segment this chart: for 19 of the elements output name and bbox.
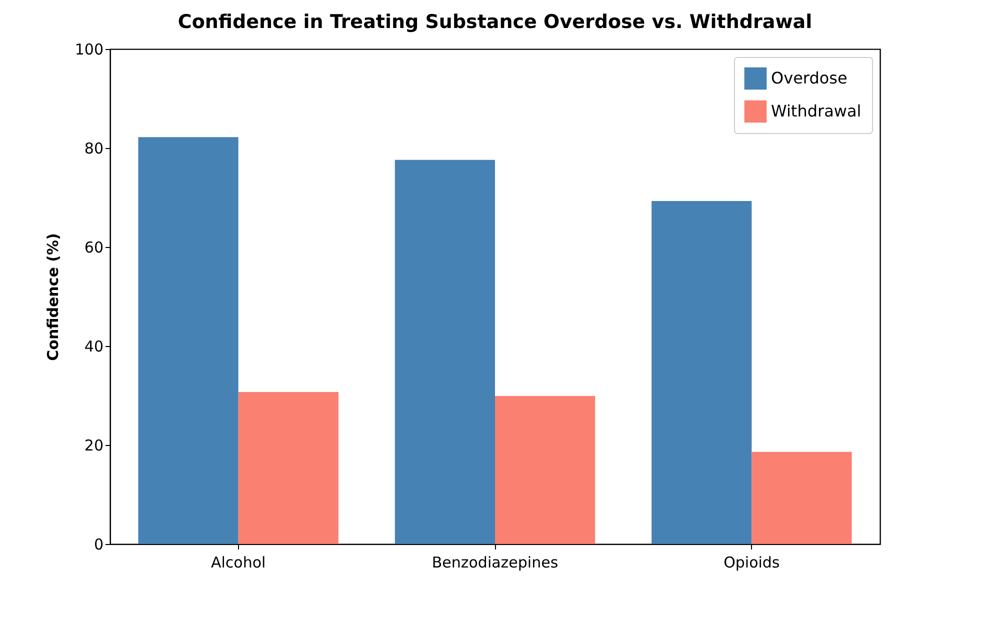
x-tick-label: Alcohol: [210, 554, 266, 572]
legend-label: Withdrawal: [771, 102, 862, 120]
chart-title: Confidence in Treating Substance Overdose vs. Withdrawal: [178, 11, 812, 33]
bar: [752, 452, 852, 544]
y-tick-label: 20: [84, 436, 104, 454]
y-tick-label: 80: [84, 140, 104, 158]
bar: [652, 200, 752, 544]
x-tick-label: Opioids: [724, 554, 780, 572]
legend-label: Overdose: [771, 68, 848, 88]
bar: [394, 160, 495, 544]
x-tick-label: Benzodiazepines: [432, 554, 558, 572]
bar: [495, 396, 596, 544]
bar: [238, 392, 338, 544]
bar: [138, 137, 238, 544]
y-tick-label: 100: [74, 40, 104, 58]
y-tick-label: 40: [84, 338, 104, 356]
y-tick-label: 0: [94, 536, 104, 554]
y-tick-label: 60: [84, 238, 104, 256]
y-axis-title: Confidence (%): [44, 233, 62, 361]
